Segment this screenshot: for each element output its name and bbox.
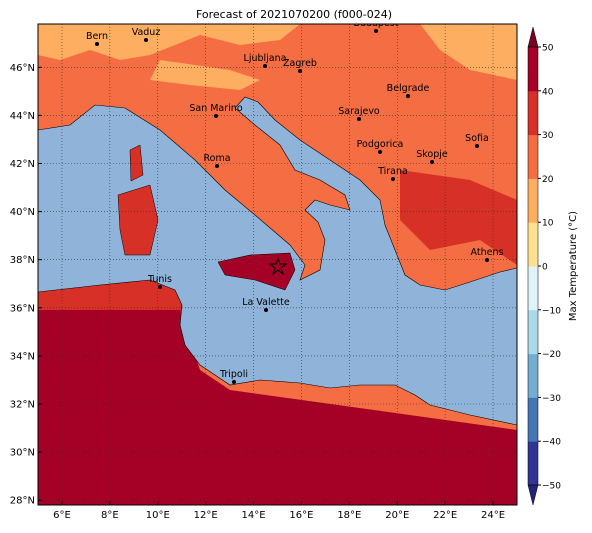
colorbar-tick-label: 40 bbox=[542, 87, 554, 97]
colorbar: −50 −40 −30 −20 −10 0 10 20 30 40 50 bbox=[527, 26, 561, 506]
city-label: Ljubljana bbox=[244, 53, 287, 64]
city-label: Sarajevo bbox=[338, 106, 380, 117]
x-tick-label: 24°E bbox=[481, 510, 505, 521]
city-dot bbox=[144, 38, 148, 42]
colorbar-band bbox=[528, 353, 538, 398]
city-dot bbox=[357, 117, 361, 121]
y-tick-label: 42°N bbox=[10, 159, 35, 170]
map-frame bbox=[37, 23, 518, 506]
y-tick-label: 38°N bbox=[10, 255, 35, 266]
colorbar-band bbox=[528, 134, 538, 179]
city-dot bbox=[263, 64, 267, 68]
y-tick-label: 28°N bbox=[10, 496, 35, 507]
colorbar-tick-label: 0 bbox=[542, 263, 548, 273]
axes: 6°E 8°E 10°E 12°E 14°E 16°E 18°E 20°E 22°E 24°E 28… bbox=[10, 63, 505, 521]
alps-cool bbox=[150, 60, 260, 90]
colorbar-label: Max Temperature (°C) bbox=[568, 211, 579, 321]
alps-cool bbox=[38, 24, 300, 60]
colorbar-band bbox=[528, 47, 538, 92]
corsica bbox=[129, 144, 144, 182]
y-tick-label: 30°N bbox=[10, 448, 35, 459]
city-label: Roma bbox=[203, 153, 230, 164]
colorbar-tick-label: −50 bbox=[542, 482, 561, 492]
etna-star bbox=[268, 256, 288, 276]
city-label: Tunis bbox=[147, 274, 172, 285]
city-label: Belgrade bbox=[387, 83, 430, 94]
colorbar-band bbox=[528, 397, 538, 442]
city-dot bbox=[158, 285, 162, 289]
city-dot bbox=[475, 144, 479, 148]
y-tick-label: 34°N bbox=[10, 351, 35, 362]
city-dot bbox=[485, 258, 489, 262]
city-label: San Marino bbox=[189, 103, 242, 114]
colorbar-tick-label: −40 bbox=[542, 438, 561, 448]
city-dot bbox=[95, 42, 99, 46]
colorbar-band bbox=[528, 90, 538, 136]
x-tick-label: 8°E bbox=[101, 510, 119, 521]
y-tick-label: 44°N bbox=[10, 111, 35, 122]
city-label: Sofia bbox=[465, 133, 489, 144]
city-label: Zagreb bbox=[283, 58, 317, 69]
map-title: Forecast of 2021070200 (f000-024) bbox=[196, 8, 392, 21]
y-tick-label: 40°N bbox=[10, 207, 35, 218]
colorbar-band bbox=[528, 222, 538, 267]
city-label: Bern bbox=[86, 31, 108, 42]
colorbar-tick-label: −10 bbox=[542, 306, 561, 316]
city-label: Skopje bbox=[416, 149, 448, 160]
city-label: Vaduz bbox=[132, 27, 161, 38]
colorbar-tick-label: 10 bbox=[542, 219, 554, 229]
colorbar-band bbox=[528, 266, 538, 311]
x-tick-label: 14°E bbox=[242, 510, 266, 521]
colorbar-over bbox=[527, 26, 539, 48]
city-dot bbox=[232, 380, 236, 384]
warm-area bbox=[400, 170, 517, 265]
colorbar-band bbox=[528, 178, 538, 223]
x-tick-label: 18°E bbox=[337, 510, 361, 521]
sicily bbox=[217, 252, 296, 291]
colorbar-tick-label: 50 bbox=[542, 44, 554, 54]
x-tick-label: 22°E bbox=[433, 510, 457, 521]
city-label: Tripoli bbox=[219, 369, 248, 380]
colorbar-tick-label: 20 bbox=[542, 175, 554, 185]
city-dot bbox=[391, 177, 395, 181]
y-tick-label: 36°N bbox=[10, 303, 35, 314]
city-dot bbox=[214, 114, 218, 118]
colorbar-tick-label: 30 bbox=[542, 131, 554, 141]
city-label: Budapest bbox=[354, 18, 399, 29]
city-dot bbox=[215, 164, 219, 168]
city-dot bbox=[264, 308, 268, 312]
colorbar-band bbox=[528, 309, 538, 355]
x-tick-label: 20°E bbox=[385, 510, 409, 521]
city-dot bbox=[378, 150, 382, 154]
x-tick-label: 16°E bbox=[289, 510, 313, 521]
city-label: La Valette bbox=[242, 297, 290, 308]
city-label: Tirana bbox=[377, 166, 408, 177]
y-tick-label: 32°N bbox=[10, 399, 35, 410]
x-tick-label: 12°E bbox=[194, 510, 218, 521]
x-tick-label: 10°E bbox=[146, 510, 170, 521]
grid bbox=[38, 24, 517, 505]
sardinia bbox=[117, 184, 159, 256]
city-dot bbox=[406, 94, 410, 98]
colorbar-tick-label: −30 bbox=[542, 394, 561, 404]
city-dot bbox=[298, 69, 302, 73]
y-tick-label: 46°N bbox=[10, 63, 35, 74]
x-tick-label: 6°E bbox=[53, 510, 71, 521]
city-label: Podgorica bbox=[357, 139, 404, 150]
colorbar-under bbox=[527, 484, 539, 506]
city-dot bbox=[374, 29, 378, 33]
city-dot bbox=[430, 160, 434, 164]
colorbar-tick-label: −20 bbox=[542, 350, 561, 360]
colorbar-band bbox=[528, 441, 538, 486]
city-label: Athens bbox=[471, 247, 504, 258]
